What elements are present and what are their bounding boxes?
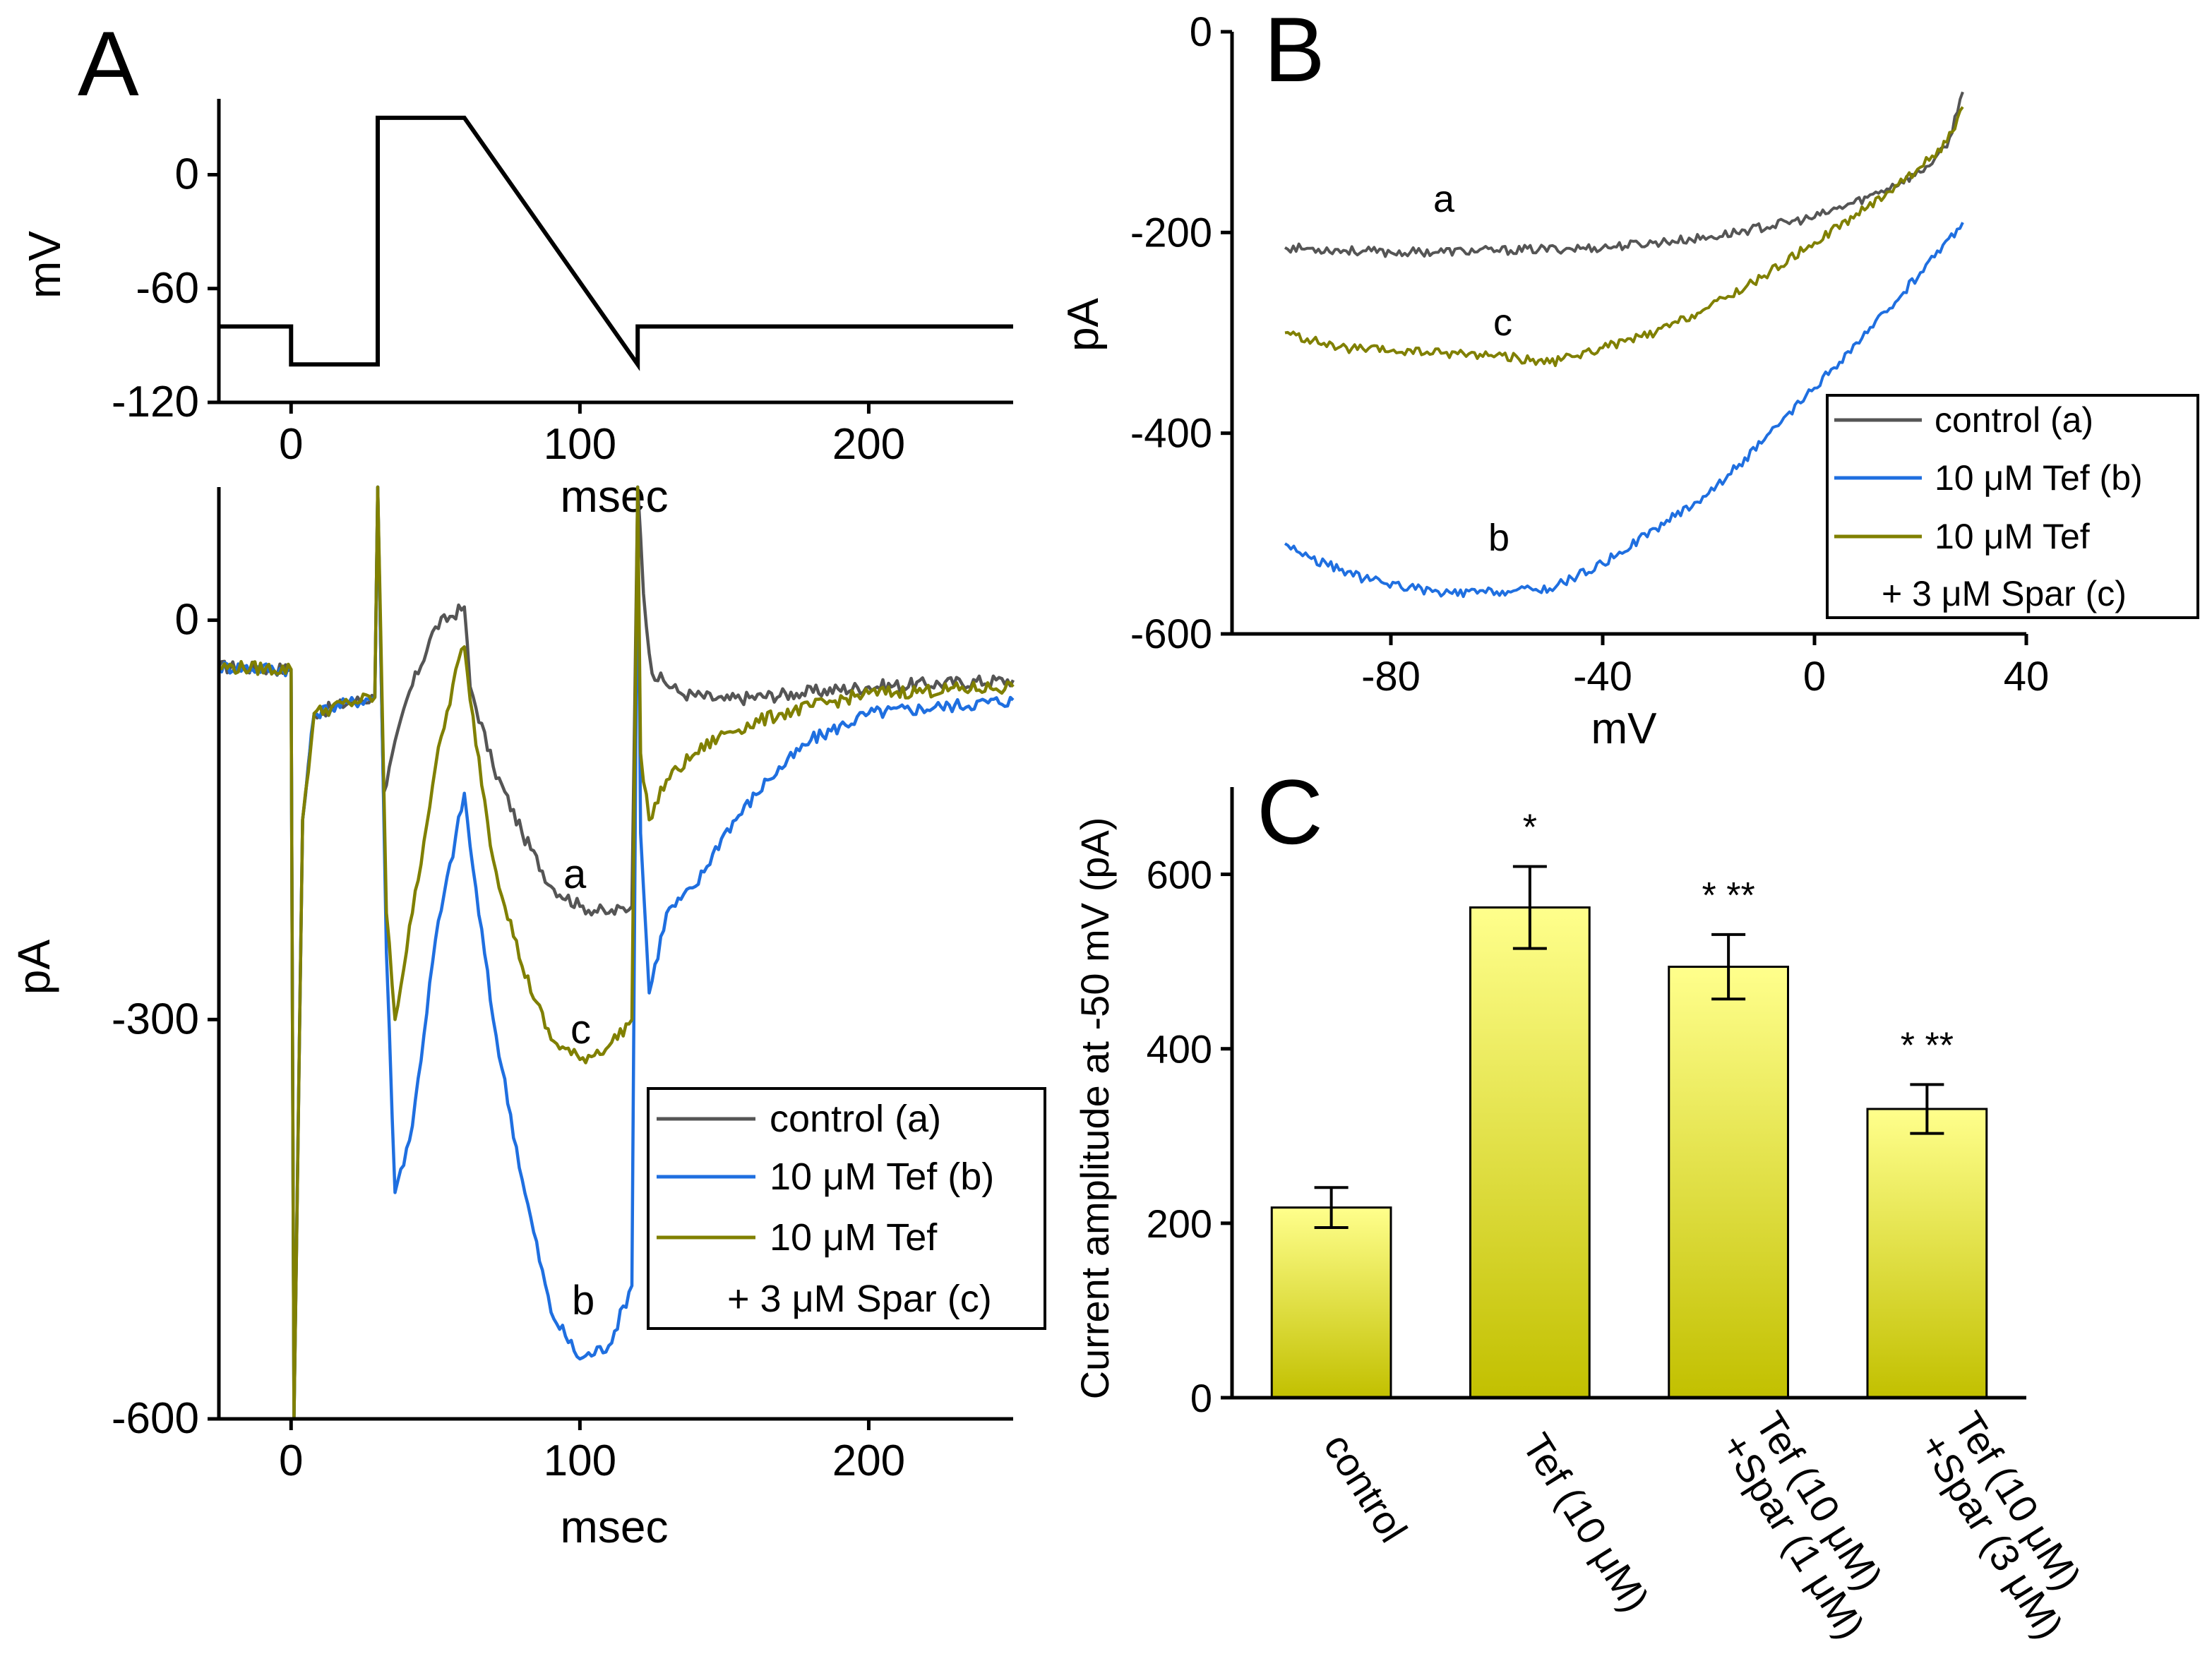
curve-label-b: b	[572, 1278, 594, 1324]
x-tick-label: 0	[1803, 654, 1826, 700]
trace-10-m-tef-b	[217, 485, 1015, 1421]
legend-label-control: control (a)	[1935, 400, 2093, 440]
curve-label-c: c	[1493, 301, 1512, 344]
category-label-line: Tef (10 μM)	[1514, 1425, 1658, 1619]
y-axis-label: pA	[8, 940, 59, 995]
category-label-line: control	[1315, 1425, 1416, 1549]
y-axis-label: Current amplitude at -50 mV (pA)	[1072, 817, 1117, 1400]
y-tick-label: 0	[175, 150, 199, 199]
legend-box	[1826, 394, 2199, 619]
panel-label-c: C	[1257, 760, 1323, 863]
bar-tef-10-m-spar-1-m	[1668, 966, 1789, 1399]
x-tick-label: 0	[279, 1437, 303, 1485]
significance-marker: * **	[1702, 875, 1755, 916]
y-tick-label: 0	[1190, 9, 1212, 55]
x-axis-label: mV	[1591, 704, 1658, 753]
curve-label-a: a	[1433, 178, 1455, 220]
y-tick-label: -300	[112, 995, 199, 1043]
curve-label-b: b	[1488, 517, 1509, 559]
panel-a-voltage-chart: 0 -60 -120 0 100 200 mV msec	[19, 99, 1013, 522]
panel-label-a: A	[78, 12, 139, 115]
x-tick-label: 100	[544, 1437, 616, 1485]
x-tick-label: 200	[832, 1437, 905, 1485]
x-tick-label: 200	[832, 420, 905, 469]
panel-b-iv-chart: 0-200-400-600 -80 -40 0 40 pA mV a c b cont…	[1059, 9, 2199, 753]
panel-a-current-chart: 0 -300 -600 0 100 200 pA msec a c b control …	[8, 485, 1046, 1552]
x-tick-label: 100	[544, 420, 616, 469]
iv-curve-control-a	[1284, 91, 1964, 258]
bar-control	[1270, 1206, 1392, 1399]
legend-label-spar-line2: + 3 μM Spar (c)	[1882, 574, 2127, 613]
voltage-trace	[219, 115, 1013, 371]
category-label: control	[1315, 1425, 1416, 1549]
y-tick-label: 0	[175, 596, 199, 644]
x-axis-label: msec	[561, 471, 669, 522]
legend: control (a) 10 μM Tef (b) 10 μM Tef + 3 …	[647, 1087, 1046, 1330]
x-tick-label: -80	[1361, 654, 1421, 700]
significance-marker: * **	[1901, 1025, 1954, 1066]
category-label: Tef (10 μM)+Spar (1 μM)	[1713, 1404, 1891, 1647]
y-axis-label: mV	[19, 231, 70, 299]
bar-tef-10-m-spar-3-m	[1866, 1108, 1988, 1399]
legend-label-spar-line1: 10 μM Tef	[1935, 517, 2090, 556]
significance-marker: *	[1523, 807, 1537, 848]
y-tick-label: 400	[1147, 1027, 1212, 1072]
y-tick-label: 0	[1190, 1376, 1212, 1420]
iv-curve-10-m-tef-3-m-spar-c	[1284, 106, 1964, 367]
category-label: Tef (10 μM)	[1514, 1425, 1658, 1619]
x-axis-label: msec	[561, 1501, 669, 1552]
y-axis-label: pA	[1059, 297, 1108, 351]
legend: control (a) 10 μM Tef (b) 10 μM Tef + 3 …	[1826, 394, 2199, 619]
y-tick-label: -200	[1130, 210, 1212, 256]
x-tick-label: 0	[279, 420, 303, 469]
x-tick-label: -40	[1573, 654, 1632, 700]
y-tick-label: -120	[112, 378, 199, 426]
bar-tef-10-m	[1469, 906, 1591, 1399]
y-tick-label: -600	[1130, 611, 1212, 657]
y-tick-label: -600	[112, 1394, 199, 1443]
panel-label-b: B	[1264, 0, 1325, 101]
y-tick-label: 600	[1147, 853, 1212, 897]
legend-label-tef: 10 μM Tef (b)	[770, 1156, 994, 1198]
trace-10-m-tef-3-m-spar-c	[217, 485, 1015, 1421]
legend-label-spar-line1: 10 μM Tef	[770, 1216, 938, 1259]
iv-curve-10-m-tef-b	[1284, 222, 1964, 599]
panel-c-bar-chart: * * ** * ** 0 200 400 600 control Tef (10 μM) T…	[1072, 787, 2090, 1647]
y-tick-label: -60	[136, 264, 199, 313]
legend-label-tef: 10 μM Tef (b)	[1935, 458, 2143, 498]
legend-box	[647, 1087, 1046, 1330]
curve-label-c: c	[570, 1007, 591, 1053]
y-tick-label: -400	[1130, 411, 1212, 457]
y-tick-label: 200	[1147, 1201, 1212, 1246]
legend-label-spar-line2: + 3 μM Spar (c)	[727, 1278, 992, 1320]
curve-label-a: a	[563, 851, 587, 897]
x-tick-label: 40	[2004, 654, 2050, 700]
legend-label-control: control (a)	[770, 1098, 941, 1140]
category-label: Tef (10 μM)+Spar (3 μM)	[1911, 1404, 2090, 1647]
